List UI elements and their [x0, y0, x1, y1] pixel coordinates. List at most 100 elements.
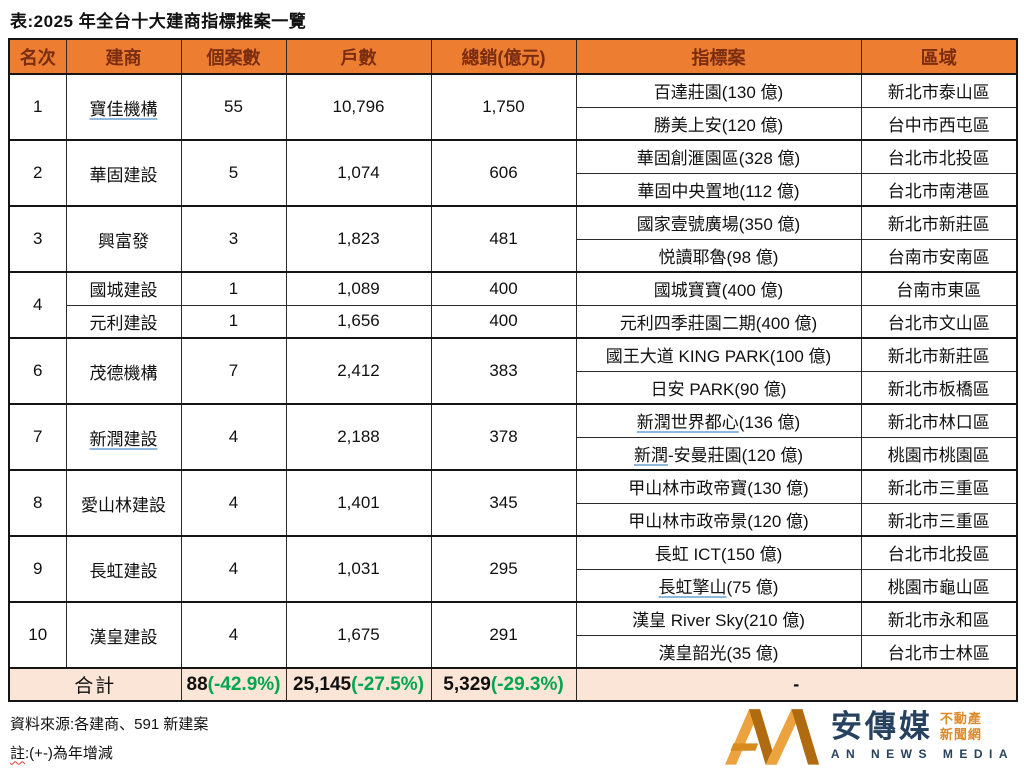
builder-cell: 寶佳機構	[65, 73, 182, 141]
project-cell: 漢皇韶光(35 億)	[575, 634, 862, 669]
units-cell: 2,188	[285, 403, 432, 471]
total-label: 合計	[8, 667, 182, 702]
table-row: 長虹擎山(75 億) 桃園市龜山區	[9, 568, 1018, 603]
builder-cell: 興富發	[65, 205, 182, 273]
region-cell: 台北市文山區	[860, 304, 1018, 339]
project-cell: 新潤-安曼莊園(120 億)	[575, 436, 862, 471]
sales-cell: 291	[430, 601, 577, 669]
region-cell: 桃園市桃園區	[860, 436, 1018, 471]
table-row: 3 興富發 3 1,823 481 國家壹號廣場(350 億) 新北市新莊區	[8, 205, 1018, 273]
cases-cell: 4	[180, 469, 287, 537]
builder-cell: 愛山林建設	[65, 469, 182, 537]
builder-cell: 茂德機構	[65, 337, 182, 405]
units-cell: 1,675	[285, 601, 432, 669]
region-cell: 新北市林口區	[860, 403, 1018, 438]
region-cell: 新北市新莊區	[860, 337, 1018, 372]
cases-cell: 4	[180, 601, 287, 669]
builder-cell: 新潤建設	[65, 403, 182, 471]
builder-name: 茂德機構	[89, 363, 158, 383]
logo-tagline-2: 新聞網	[939, 727, 982, 743]
region-cell: 台南市東區	[860, 271, 1018, 306]
project-link[interactable]: 長虹擎山	[658, 577, 727, 597]
project-cell: 長虹擎山(75 億)	[575, 568, 862, 603]
cases-cell: 7	[180, 337, 287, 405]
sales-cell: 1,750	[430, 73, 577, 141]
note-text: :(+-)為年增減	[25, 745, 113, 763]
table-row: 7 新潤建設 4 2,188 378 新潤世界都心(136 億) 新北市林口區	[8, 403, 1018, 471]
builders-table: 名次 建商 個案數 戶數 總銷(億元) 指標案 區域 1 寶佳機構 55 10,796…	[8, 38, 1018, 702]
rank-cell: 7	[8, 403, 67, 471]
region-cell: 台北市南港區	[860, 172, 1018, 207]
table-row: 4 國城建設 1 1,089 400 國城寶寶(400 億) 台南市東區	[8, 271, 1018, 339]
table-row: 悦讀耶魯(98 億) 台南市安南區	[9, 238, 1018, 273]
builder-cell: 元利建設	[65, 304, 182, 339]
table-row: 1 寶佳機構 55 10,796 1,750 百達莊園(130 億) 新北市泰山區	[8, 73, 1018, 141]
table-row: 日安 PARK(90 億) 新北市板橋區	[9, 370, 1018, 405]
page-title: 表:2025 年全台十大建商指標推案一覽	[10, 12, 307, 31]
builder-name: 華固建設	[89, 165, 158, 185]
units-cell: 1,401	[285, 469, 432, 537]
builder-cell: 漢皇建設	[65, 601, 182, 669]
logo-subtitle: AN NEWS MEDIA	[830, 746, 1014, 761]
note: 註:(+-)為年增減	[10, 739, 1024, 768]
total-sales-change: (-29.3%)	[490, 673, 564, 695]
region-cell: 台南市安南區	[860, 238, 1018, 273]
total-projects-cell: -	[575, 667, 1018, 702]
project-cell: 華固中央置地(112 億)	[575, 172, 862, 207]
sales-cell: 606	[430, 139, 577, 207]
sales-cell: 295	[430, 535, 577, 603]
project-cell: 新潤世界都心(136 億)	[575, 403, 862, 438]
builder-name: 漢皇建設	[89, 627, 158, 647]
region-cell: 新北市三重區	[860, 469, 1018, 504]
logo-tagline-1: 不動產	[939, 711, 982, 727]
builder-name: 愛山林建設	[81, 495, 166, 515]
units-cell: 1,656	[285, 304, 432, 339]
rank-cell: 3	[8, 205, 67, 273]
project-link[interactable]: 新潤	[633, 445, 668, 465]
header-units: 戶數	[285, 38, 432, 75]
project-cell: 元利四季莊園二期(400 億)	[575, 304, 862, 339]
sales-cell: 481	[430, 205, 577, 273]
cases-cell: 5	[180, 139, 287, 207]
table-row: 甲山林市政帝景(120 億) 新北市三重區	[9, 502, 1018, 537]
an-news-media-logo: 安傳媒 不動產 新聞網 AN NEWS MEDIA	[720, 705, 1014, 767]
table-row: 元利建設 1 1,656 400 元利四季莊園二期(400 億) 台北市文山區	[9, 304, 1018, 339]
region-cell: 台北市北投區	[860, 139, 1018, 174]
builder-link[interactable]: 寶佳機構	[89, 99, 158, 119]
rank-cell: 8	[8, 469, 67, 537]
builder-name: 長虹建設	[89, 561, 158, 581]
region-cell: 台北市北投區	[860, 535, 1018, 570]
header-region: 區域	[860, 38, 1018, 75]
project-cell: 國家壹號廣場(350 億)	[575, 205, 862, 240]
sales-cell: 345	[430, 469, 577, 537]
project-cell: 日安 PARK(90 億)	[575, 370, 862, 405]
builder-name: 興富發	[98, 231, 149, 251]
units-cell: 1,074	[285, 139, 432, 207]
project-link[interactable]: 新潤世界都心	[636, 413, 739, 433]
table-row: 新潤-安曼莊園(120 億) 桃園市桃園區	[9, 436, 1018, 471]
header-rank: 名次	[8, 38, 67, 75]
logo-brand: 安傳媒	[830, 709, 933, 745]
table-row: 10 漢皇建設 4 1,675 291 漢皇 River Sky(210 億) 新北市永和區	[8, 601, 1018, 669]
total-sales-value: 5,329	[443, 673, 491, 695]
project-cell: 漢皇 River Sky(210 億)	[575, 601, 862, 636]
project-cell: 國王大道 KING PARK(100 億)	[575, 337, 862, 372]
project-cell: 長虹 ICT(150 億)	[575, 535, 862, 570]
units-cell: 1,823	[285, 205, 432, 273]
header-sales: 總銷(億元)	[430, 38, 577, 75]
header-cases: 個案數	[180, 38, 287, 75]
total-cases-change: (-42.9%)	[207, 673, 281, 695]
builder-link[interactable]: 新潤建設	[89, 429, 158, 449]
sales-cell: 400	[430, 304, 577, 339]
rank-cell: 4	[8, 271, 67, 339]
logo-text: 安傳媒 不動產 新聞網 AN NEWS MEDIA	[831, 711, 1014, 761]
rank-cell: 6	[8, 337, 67, 405]
table-row: 2 華固建設 5 1,074 606 華固創滙園區(328 億) 台北市北投區	[8, 139, 1018, 207]
table-body: 1 寶佳機構 55 10,796 1,750 百達莊園(130 億) 新北市泰山區 勝美上安(…	[8, 73, 1018, 669]
builder-cell: 國城建設	[65, 271, 182, 306]
footer: 資料來源:各建商、591 新建案 註:(+-)為年增減	[10, 710, 1024, 769]
region-cell: 新北市泰山區	[860, 73, 1018, 108]
project-cell: 百達莊園(130 億)	[575, 73, 862, 108]
region-cell: 台北市士林區	[860, 634, 1018, 669]
total-units-value: 25,145	[293, 673, 352, 695]
